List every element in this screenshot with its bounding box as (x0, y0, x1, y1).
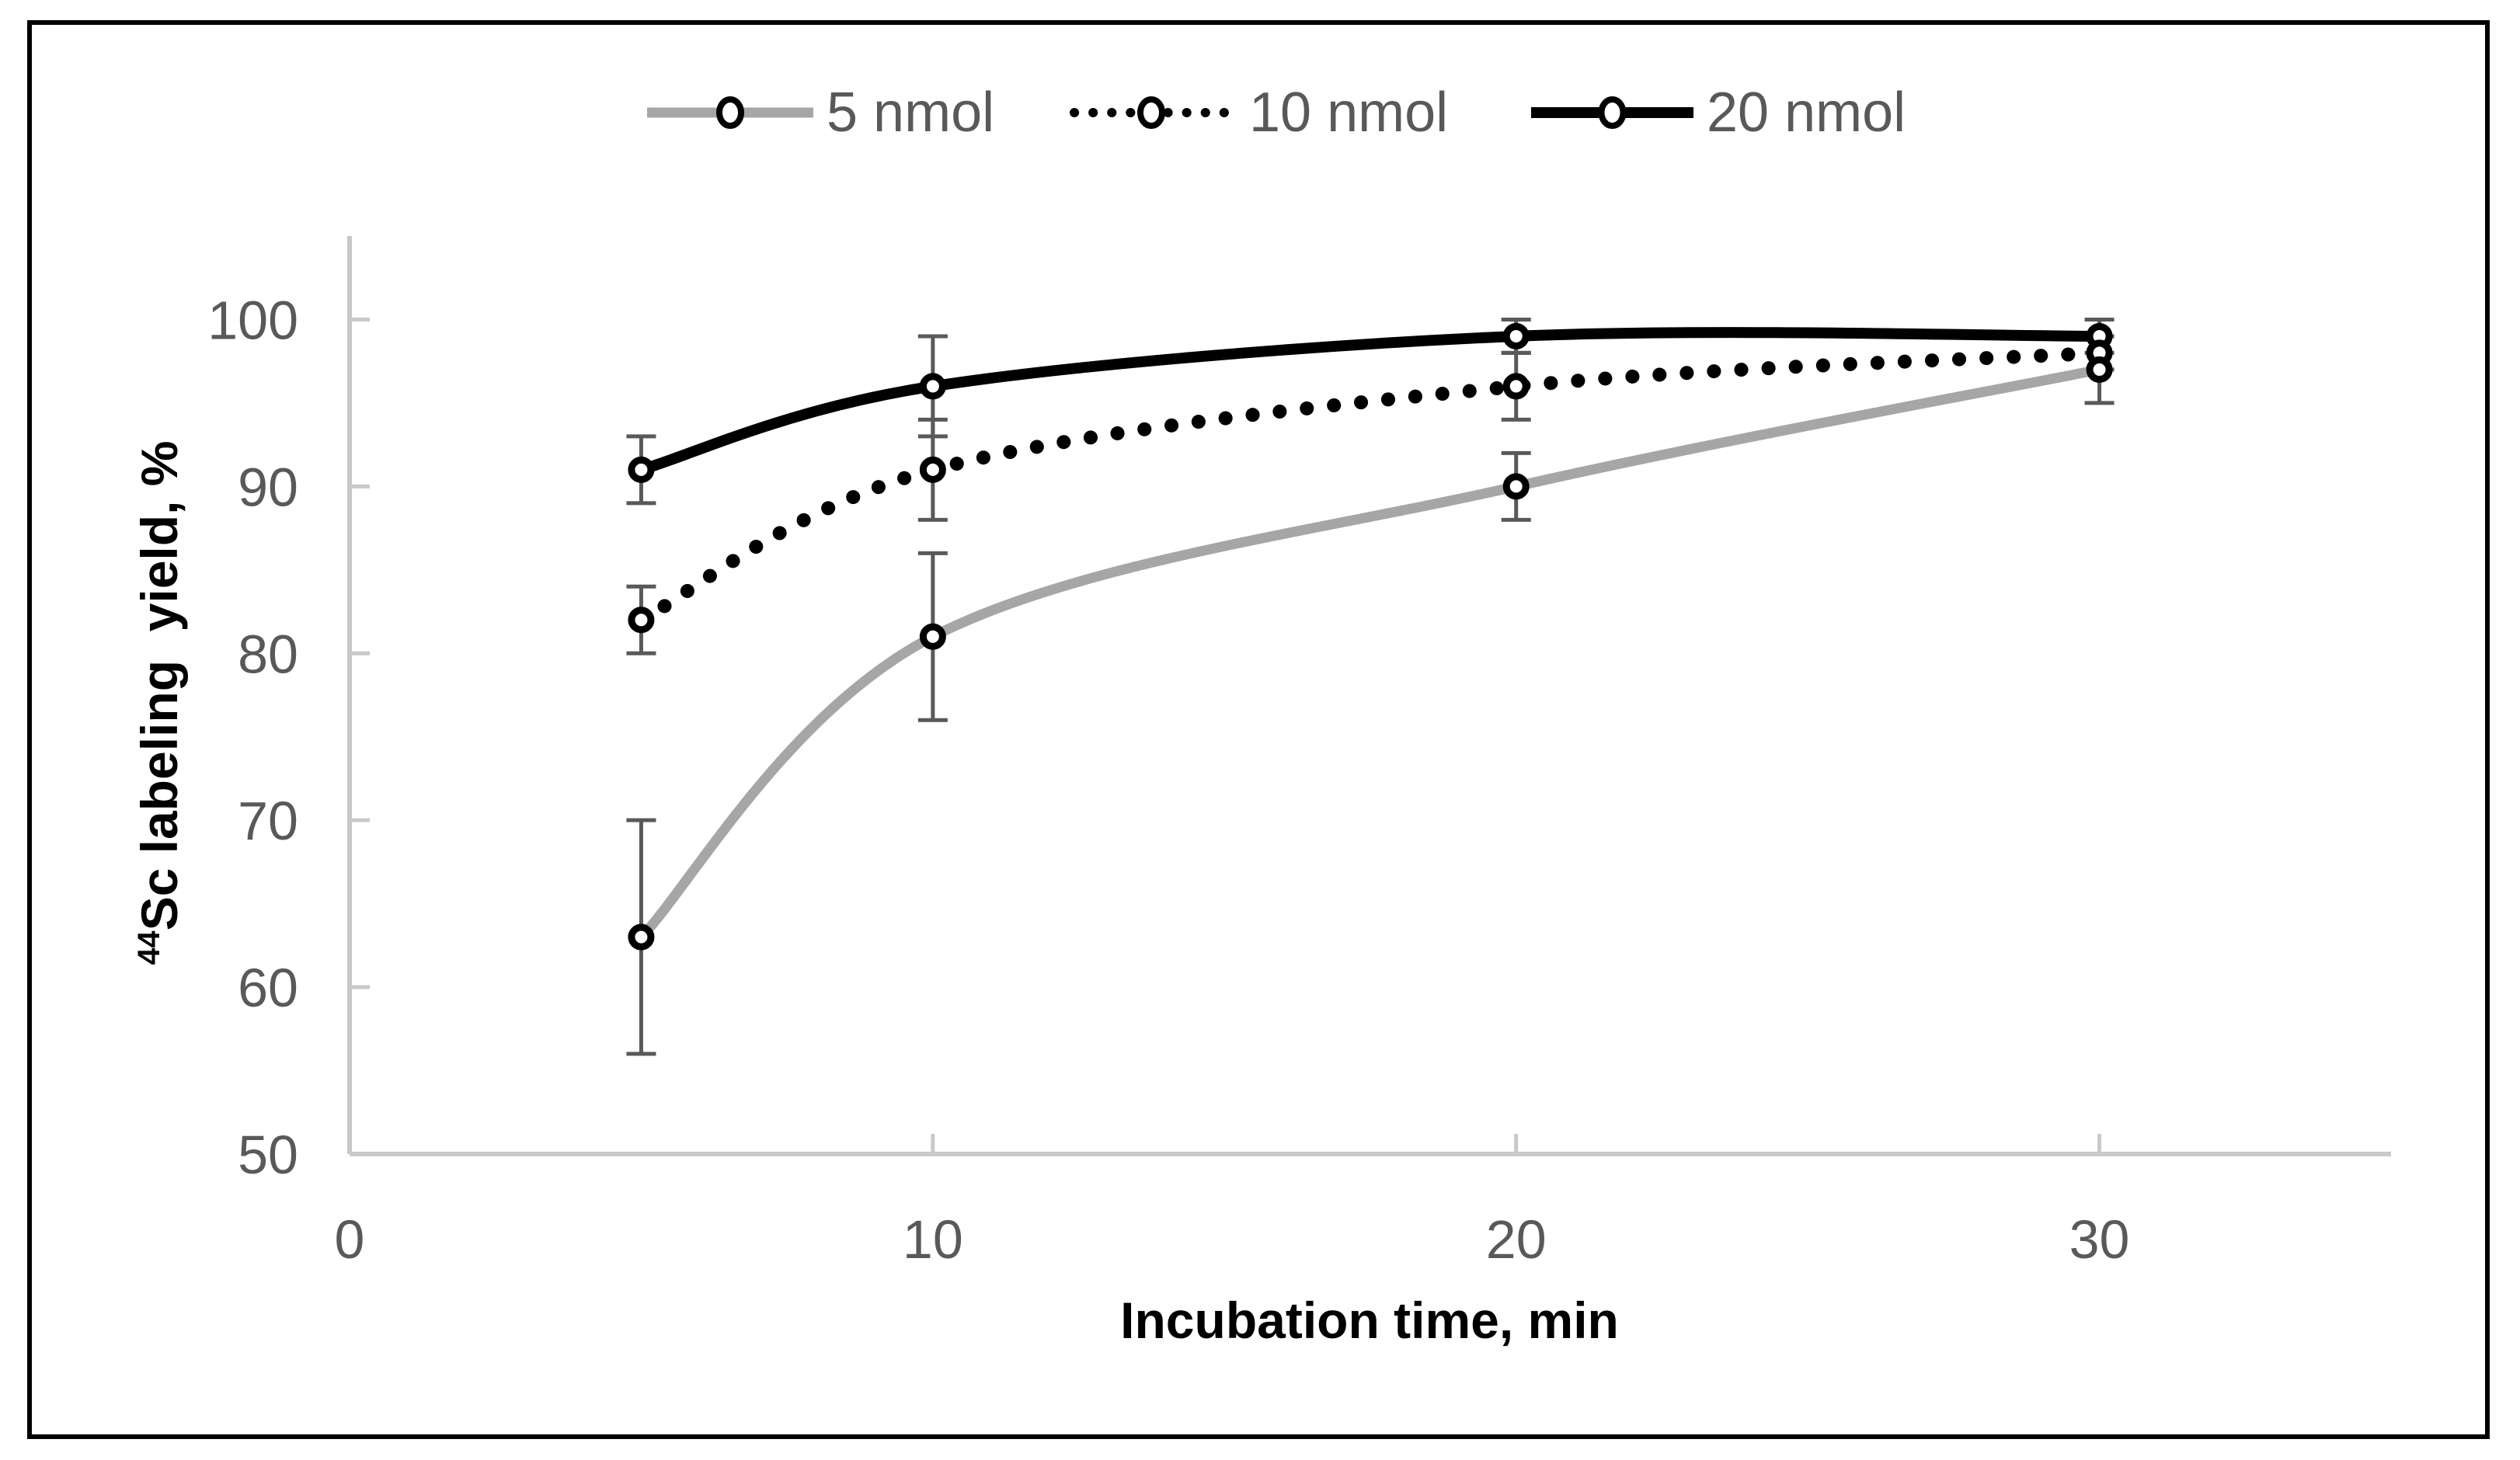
legend-swatch-5-nmol (647, 96, 813, 129)
data-point-marker (1502, 322, 1530, 349)
data-point-marker (1502, 373, 1530, 400)
y-tick-label: 50 (238, 1125, 298, 1185)
series-line-5-nmol (637, 364, 2101, 941)
legend: 5 nmol 10 nmol 20 nmol (647, 82, 1906, 144)
legend-swatch-10-nmol (1070, 96, 1233, 129)
y-tick-label: 90 (238, 457, 298, 517)
legend-label-10-nmol: 10 nmol (1249, 82, 1448, 144)
data-point-marker (2086, 356, 2113, 383)
data-point-marker (919, 456, 946, 483)
x-axis-title: Incubation time, min (1120, 1291, 1619, 1349)
plot-area (626, 317, 2115, 1056)
x-tick-label: 10 (903, 1209, 963, 1270)
series-markers-10-nmol (628, 339, 2113, 634)
y-tick-label: 60 (238, 958, 298, 1018)
x-tick-label: 20 (1486, 1209, 1547, 1270)
legend-marker-sample (1598, 96, 1627, 129)
data-point-marker (628, 923, 655, 951)
figure-border (27, 20, 2490, 1439)
legend-label-20-nmol: 20 nmol (1707, 82, 1906, 144)
axes: 50 60 70 80 90 100 0 10 20 30 (207, 236, 2391, 1270)
y-tick-label: 80 (238, 624, 298, 684)
series-line-20-nmol (639, 327, 2100, 475)
data-point-marker (919, 623, 946, 650)
legend-marker-sample (716, 96, 744, 129)
x-tick-label: 30 (2069, 1209, 2130, 1270)
y-axis-title-superscript: 44 (132, 930, 166, 965)
series-line-10-nmol (634, 346, 2107, 627)
legend-label-5-nmol: 5 nmol (827, 82, 994, 144)
data-point-marker (919, 373, 946, 400)
y-tick-label: 70 (238, 791, 298, 851)
series-markers-5-nmol (628, 356, 2113, 951)
legend-swatch-20-nmol (1531, 96, 1693, 129)
x-tick-label: 0 (335, 1209, 365, 1270)
y-tick-label: 100 (207, 290, 298, 350)
y-axis-title-text: Sc labeling yield, % (131, 440, 188, 931)
y-axis-title: 44Sc labeling yield, % (130, 441, 189, 965)
legend-marker-sample (1137, 96, 1165, 129)
data-point-marker (628, 456, 655, 483)
data-point-marker (1502, 473, 1530, 500)
data-point-marker (628, 607, 655, 634)
